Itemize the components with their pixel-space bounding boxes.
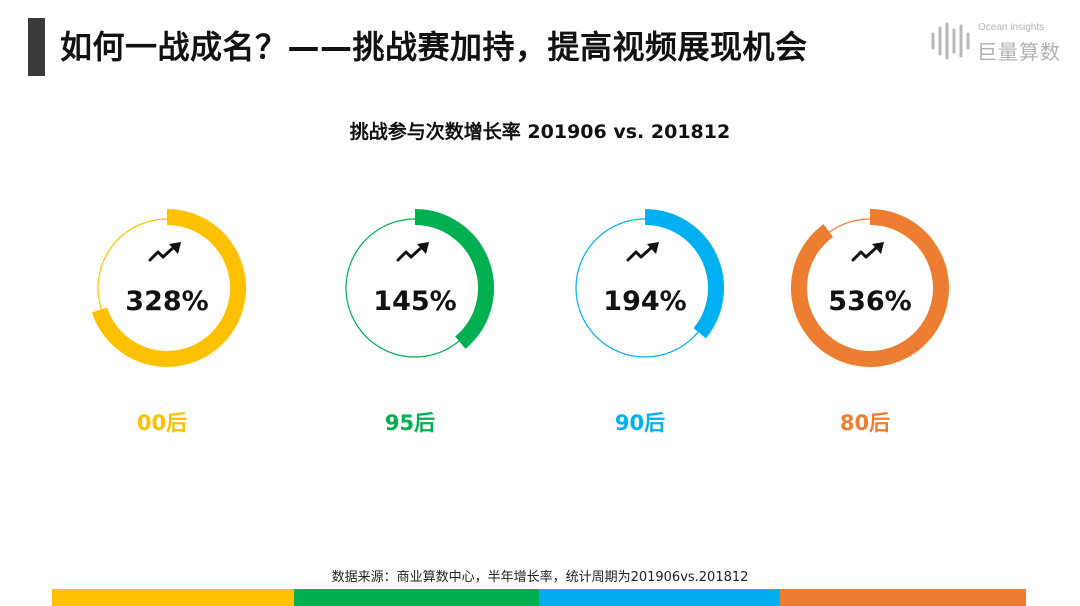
category-label: 95后: [385, 411, 435, 435]
title-accent-bar: [28, 18, 45, 76]
ocean-insights-logo: Ocean insights 巨量算数: [930, 20, 1070, 64]
bottom-color-bar-2: [294, 589, 539, 606]
category-label: 90后: [615, 411, 665, 435]
value-label: 194%: [603, 286, 686, 317]
donut-arc: [644, 209, 724, 339]
page-title: 如何一战成名？——挑战赛加持，提高视频展现机会: [60, 28, 808, 66]
donut-2: 145% 95后: [345, 209, 494, 435]
trend-up-icon: [396, 242, 429, 262]
donut-arc: [414, 209, 494, 349]
logo-bars-icon: [931, 22, 970, 60]
bottom-color-bar-3: [539, 589, 780, 606]
value-label: 145%: [373, 286, 456, 317]
logo-subtitle: Ocean insights: [978, 22, 1045, 33]
data-source-note: 数据来源：商业算数中心，半年增长率，统计周期为201906vs.201812: [331, 570, 749, 585]
donut-3: 194% 90后: [575, 209, 724, 435]
category-label: 00后: [137, 411, 187, 435]
donut-4: 536% 80后: [791, 209, 949, 435]
bottom-color-bar-1: [52, 589, 294, 606]
trend-up-icon: [626, 242, 659, 262]
donut-1: 328% 00后: [91, 209, 246, 435]
trend-up-icon: [851, 242, 884, 262]
bottom-color-bar-4: [780, 589, 1026, 606]
value-label: 328%: [125, 286, 208, 317]
donut-arc: [91, 209, 246, 367]
value-label: 536%: [828, 286, 911, 317]
trend-up-icon: [148, 242, 181, 262]
donut-arc: [791, 209, 949, 367]
category-label: 80后: [840, 411, 890, 435]
logo-text: 巨量算数: [977, 40, 1061, 64]
chart-title: 挑战参与次数增长率 201906 vs. 201812: [349, 121, 731, 143]
